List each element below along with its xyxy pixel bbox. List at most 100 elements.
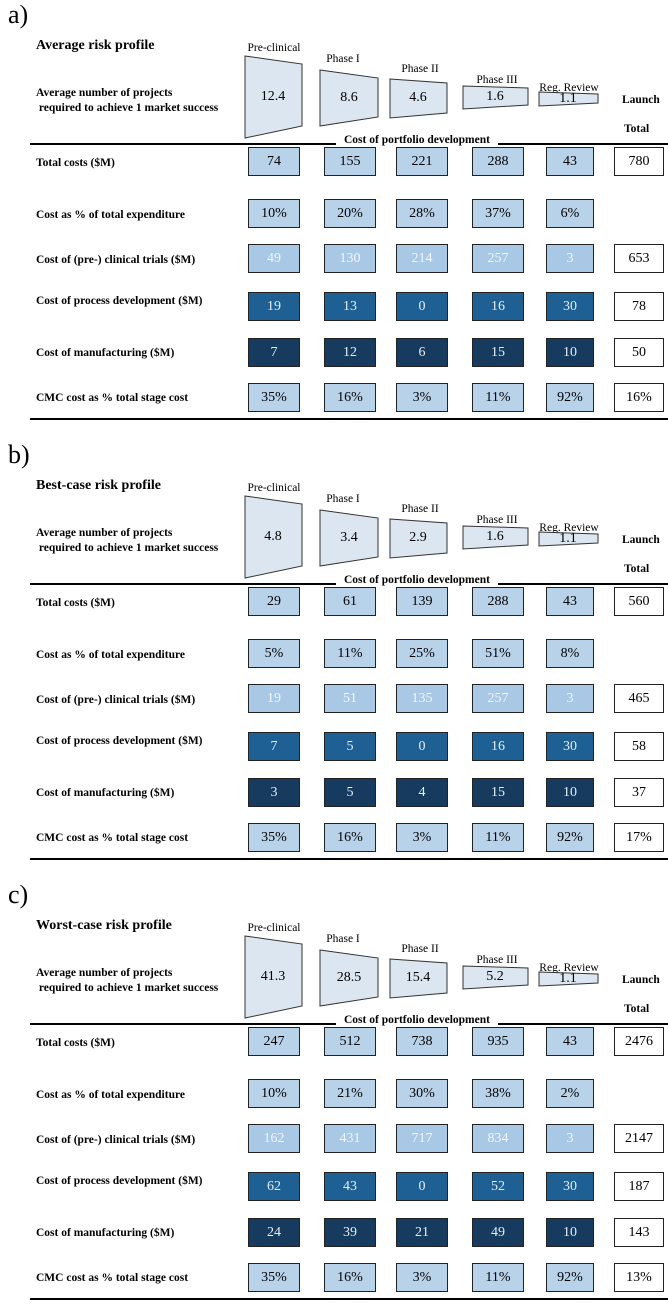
- projects-required-value: 1.1: [559, 531, 577, 546]
- total-cell: 16%: [614, 383, 664, 412]
- total-cell: 17%: [614, 823, 664, 852]
- attrition-funnel: [244, 935, 599, 1019]
- total-header: Total: [624, 1003, 650, 1015]
- funnel-stage-shape: [244, 495, 303, 579]
- cost-portfolio-label: Cost of portfolio development: [336, 1014, 498, 1026]
- attrition-funnel: [244, 55, 599, 139]
- cost-cell: 7: [248, 732, 300, 761]
- cost-cell: 5: [324, 778, 376, 807]
- requirement-label-line1: Average number of projects: [36, 527, 173, 539]
- cost-cell: 0: [396, 732, 448, 761]
- cost-cell: 16: [472, 292, 524, 321]
- funnel-stage-shape: [538, 531, 599, 547]
- launch-label: Launch: [622, 94, 660, 106]
- stage-name: Phase II: [401, 503, 439, 515]
- total-cell: 78: [614, 292, 664, 321]
- total-cell: 50: [614, 338, 664, 367]
- panel-title: Average risk profile: [36, 38, 155, 53]
- row-label: Total costs ($M): [36, 1037, 115, 1049]
- cost-cell: 16%: [324, 383, 376, 412]
- cost-cell: 162: [248, 1124, 300, 1153]
- cost-cell: 92%: [546, 383, 594, 412]
- cost-cell: 130: [324, 244, 376, 273]
- projects-required-value: 4.6: [409, 90, 427, 105]
- funnel-stage-shape: [538, 91, 599, 107]
- funnel-stage-shape: [389, 958, 448, 999]
- cost-cell: 6%: [546, 199, 594, 228]
- stage-name: Reg. Review: [539, 522, 599, 534]
- row-label: Total costs ($M): [36, 597, 115, 609]
- cost-cell: 0: [396, 1172, 448, 1201]
- cost-cell: 221: [396, 147, 448, 176]
- cost-cell: 3: [546, 244, 594, 273]
- cost-cell: 16: [472, 732, 524, 761]
- total-cell: 465: [614, 684, 664, 713]
- total-cell: 37: [614, 778, 664, 807]
- cost-cell: 257: [472, 684, 524, 713]
- stage-name: Phase III: [476, 74, 518, 86]
- cost-cell: 15: [472, 338, 524, 367]
- launch-label: Launch: [622, 974, 660, 986]
- cost-cell: 13: [324, 292, 376, 321]
- projects-required-value: 2.9: [409, 530, 427, 545]
- funnel-stage-shape: [319, 69, 379, 127]
- funnel-stage-shape: [462, 525, 529, 550]
- stage-name: Phase I: [326, 933, 360, 945]
- funnel-stage-shape: [462, 85, 529, 110]
- cost-cell: 30%: [396, 1079, 448, 1108]
- funnel-stage-shape: [319, 949, 379, 1007]
- stage-name: Phase III: [476, 514, 518, 526]
- cost-cell: 12: [324, 338, 376, 367]
- row-label: Cost of manufacturing ($M): [36, 1227, 175, 1239]
- total-cell: 58: [614, 732, 664, 761]
- funnel-stage-shape: [538, 971, 599, 987]
- panel-title: Worst-case risk profile: [36, 918, 172, 933]
- cost-cell: 52: [472, 1172, 524, 1201]
- requirement-label-line1: Average number of projects: [36, 967, 173, 979]
- bottom-divider: [30, 858, 668, 860]
- stage-name: Phase II: [401, 63, 439, 75]
- cost-cell: 288: [472, 147, 524, 176]
- requirement-label-line2: required to achieve 1 market success: [36, 102, 219, 114]
- stage-name: Phase II: [401, 943, 439, 955]
- cost-cell: 7: [248, 338, 300, 367]
- cost-cell: 3: [546, 684, 594, 713]
- total-cell: 187: [614, 1172, 664, 1201]
- cost-cell: 0: [396, 292, 448, 321]
- funnel-stage-shape: [462, 965, 529, 990]
- projects-required-value: 1.6: [486, 89, 504, 104]
- cost-cell: 10: [546, 338, 594, 367]
- cost-cell: 38%: [472, 1079, 524, 1108]
- cost-cell: 135: [396, 684, 448, 713]
- row-label: CMC cost as % total stage cost: [36, 392, 189, 404]
- stage-name: Reg. Review: [539, 962, 599, 974]
- row-label: Cost of (pre-) clinical trials ($M): [36, 254, 196, 266]
- cost-cell: 214: [396, 244, 448, 273]
- total-cell: 560: [614, 587, 664, 616]
- cost-cell: 139: [396, 587, 448, 616]
- cost-cell: 28%: [396, 199, 448, 228]
- panel-b: b) Best-case risk profile Average number o…: [0, 440, 668, 870]
- stage-name: Pre-clinical: [247, 482, 301, 494]
- stage-name: Pre-clinical: [247, 922, 301, 934]
- projects-required-value: 1.1: [559, 971, 577, 986]
- attrition-funnel: [244, 495, 599, 579]
- cost-cell: 19: [248, 684, 300, 713]
- projects-required-value: 1.1: [559, 91, 577, 106]
- cost-cell: 16%: [324, 823, 376, 852]
- launch-label: Launch: [622, 534, 660, 546]
- cost-cell: 21: [396, 1218, 448, 1247]
- cost-cell: 2%: [546, 1079, 594, 1108]
- panel-letter: c): [8, 880, 29, 909]
- total-header: Total: [624, 563, 650, 575]
- cost-cell: 24: [248, 1218, 300, 1247]
- row-label: CMC cost as % total stage cost: [36, 832, 189, 844]
- panel-letter: b): [8, 440, 30, 469]
- requirement-label: Average number of projects required to a…: [36, 526, 218, 556]
- cost-cell: 10%: [248, 1079, 300, 1108]
- cost-cell: 35%: [248, 823, 300, 852]
- requirement-label: Average number of projects required to a…: [36, 86, 218, 116]
- cost-portfolio-label: Cost of portfolio development: [336, 574, 498, 586]
- cost-cell: 16%: [324, 1263, 376, 1292]
- cost-cell: 30: [546, 732, 594, 761]
